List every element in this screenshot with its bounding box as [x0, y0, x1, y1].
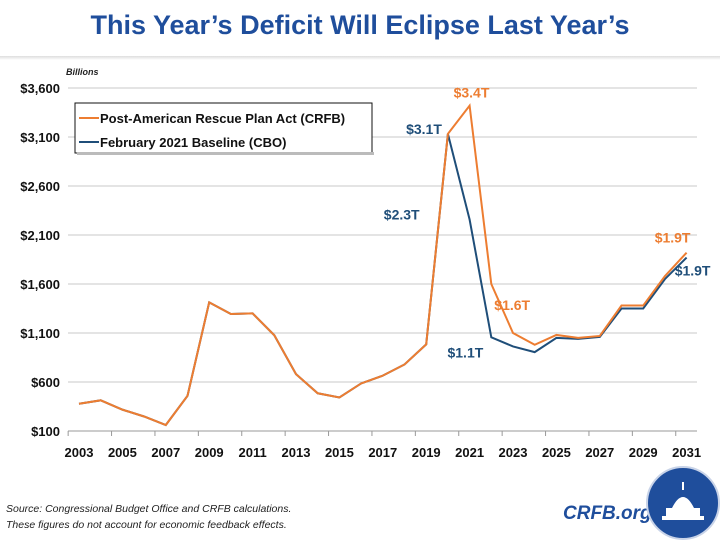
- x-tick-label: 2029: [629, 445, 658, 460]
- data-label: $1.1T: [447, 344, 483, 360]
- x-tick-label: 2005: [108, 445, 137, 460]
- y-axis-label: Billions: [66, 67, 99, 77]
- x-tick-label: 2031: [672, 445, 701, 460]
- capitol-seal-logo: [646, 466, 720, 540]
- legend-label: Post-American Rescue Plan Act (CRFB): [100, 111, 345, 126]
- x-tick-label: 2025: [542, 445, 571, 460]
- x-tick-label: 2019: [412, 445, 441, 460]
- x-tick-label: 2021: [455, 445, 484, 460]
- x-tick-label: 2027: [585, 445, 614, 460]
- y-tick-label: $3,100: [20, 130, 60, 145]
- x-tick-label: 2003: [65, 445, 94, 460]
- y-tick-label: $1,600: [20, 277, 60, 292]
- data-label: $1.9T: [675, 263, 711, 279]
- brand-link[interactable]: CRFB.org: [563, 503, 652, 524]
- series-line-crfb: [78, 103, 688, 427]
- data-label: $2.3T: [384, 207, 420, 223]
- feedback-note: These figures do not account for economi…: [6, 519, 287, 531]
- y-tick-label: $2,600: [20, 179, 60, 194]
- title-divider: [0, 56, 720, 60]
- series-line-cbo: [78, 133, 688, 427]
- legend-shadow: [77, 152, 374, 155]
- data-label: $3.4T: [454, 85, 490, 101]
- y-tick-label: $100: [31, 424, 60, 439]
- data-label: $1.9T: [655, 230, 691, 246]
- data-label: $3.1T: [406, 121, 442, 137]
- y-tick-label: $3,600: [20, 81, 60, 96]
- capitol-icon: [662, 482, 704, 520]
- legend-box: [74, 102, 373, 154]
- data-label: $1.6T: [494, 297, 530, 313]
- x-tick-label: 2023: [499, 445, 528, 460]
- x-tick-label: 2007: [151, 445, 180, 460]
- y-tick-label: $1,100: [20, 326, 60, 341]
- legend-label: February 2021 Baseline (CBO): [100, 135, 286, 150]
- source-note: Source: Congressional Budget Office and …: [6, 503, 292, 515]
- x-tick-label: 2009: [195, 445, 224, 460]
- y-tick-label: $600: [31, 375, 60, 390]
- chart-title: This Year’s Deficit Will Eclipse Last Ye…: [90, 10, 630, 40]
- x-tick-label: 2017: [368, 445, 397, 460]
- line-chart: $100 $600 $1,100 $1,600 $2,100 $2,600 $3,100 $3…: [20, 67, 711, 460]
- x-tick-label: 2011: [238, 445, 266, 460]
- x-tick-label: 2013: [282, 445, 311, 460]
- x-tick-label: 2015: [325, 445, 354, 460]
- y-tick-label: $2,100: [20, 228, 60, 243]
